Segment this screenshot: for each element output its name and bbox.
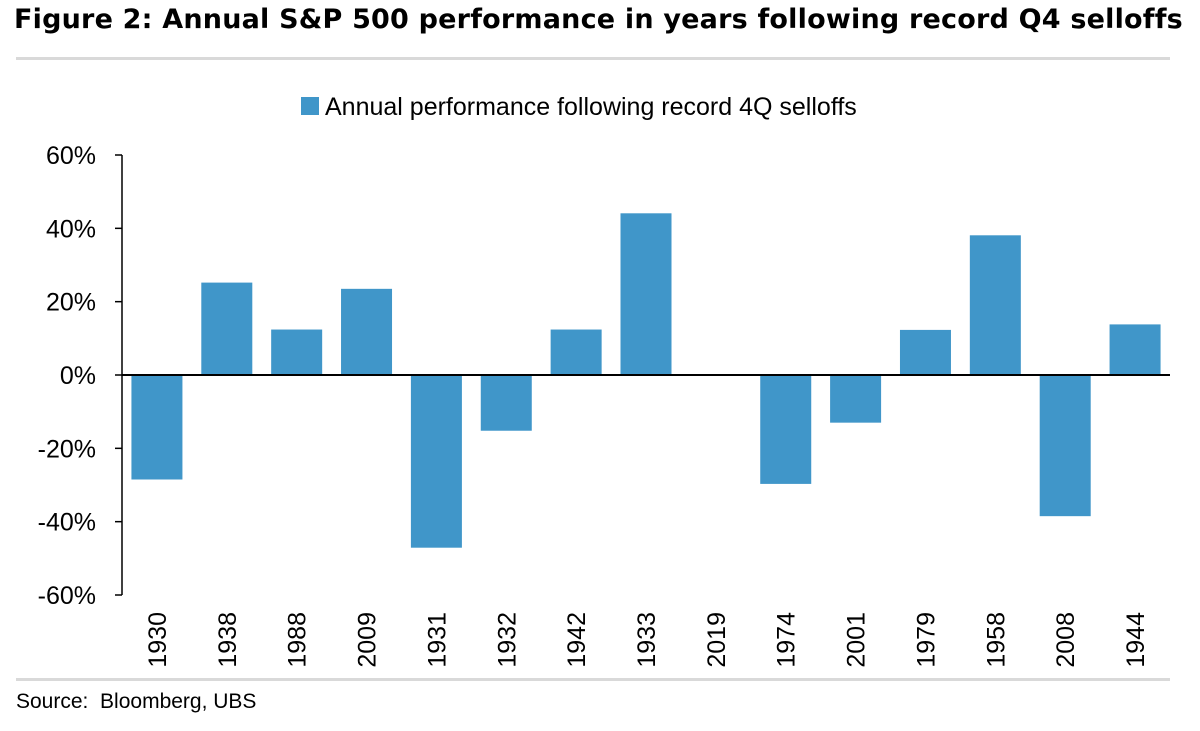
x-tick-label: 2019 <box>703 612 731 668</box>
y-tick-label: -40% <box>38 509 96 537</box>
x-axis: 1930 1938 1988 2009 1931 1932 1942 1933 2019 1974… <box>122 374 1170 668</box>
x-tick-label: 2009 <box>354 612 382 668</box>
legend-swatch <box>301 97 319 115</box>
x-tick-label: 1933 <box>633 612 661 668</box>
y-tick-label: -20% <box>38 435 96 463</box>
x-tick-label: 2008 <box>1052 612 1080 668</box>
bar-2001 <box>830 375 882 423</box>
bar-1958 <box>969 235 1021 375</box>
source-note: Source: Bloomberg, UBS <box>16 690 257 713</box>
y-tick-label: 40% <box>46 215 96 243</box>
x-tick-label: 1944 <box>1122 612 1150 668</box>
bar-1979 <box>899 329 951 375</box>
x-tick-label: 2001 <box>843 612 871 668</box>
bar-1942 <box>550 329 602 375</box>
title-divider <box>16 57 1170 60</box>
x-tick-label: 1932 <box>493 612 521 668</box>
bar-1933 <box>620 213 672 375</box>
y-tick-label: 60% <box>46 142 96 170</box>
x-tick-label: 1979 <box>912 612 940 668</box>
bar-chart: Annual performance following record 4Q s… <box>38 93 1170 668</box>
y-tick-label: 20% <box>46 289 96 317</box>
y-tick-label: -60% <box>38 582 96 610</box>
bar-2008 <box>1039 375 1091 517</box>
bar-1932 <box>480 375 532 431</box>
figure-title: Figure 2: Annual S&P 500 performance in … <box>14 4 1183 35</box>
footer-divider <box>16 678 1170 681</box>
bar-1938 <box>201 282 253 375</box>
bar-1974 <box>760 375 812 484</box>
x-tick-label: 1958 <box>982 612 1010 668</box>
chart-legend: Annual performance following record 4Q s… <box>301 93 857 121</box>
bar-1931 <box>410 375 462 548</box>
y-axis: 60% 40% 20% 0% -20% -40% -60% <box>38 142 123 610</box>
bar-1988 <box>271 329 323 375</box>
x-tick-label: 1942 <box>563 612 591 668</box>
bars <box>131 213 1161 548</box>
y-tick-label: 0% <box>60 362 96 390</box>
bar-1944 <box>1109 324 1161 375</box>
x-tick-label: 1974 <box>773 612 801 668</box>
x-tick-label: 1931 <box>423 612 451 668</box>
x-tick-label: 1930 <box>144 612 172 668</box>
legend-label: Annual performance following record 4Q s… <box>325 93 857 121</box>
bar-1930 <box>131 375 183 480</box>
x-tick-label: 1988 <box>284 612 312 668</box>
bar-2009 <box>341 288 393 375</box>
x-tick-label: 1938 <box>214 612 242 668</box>
